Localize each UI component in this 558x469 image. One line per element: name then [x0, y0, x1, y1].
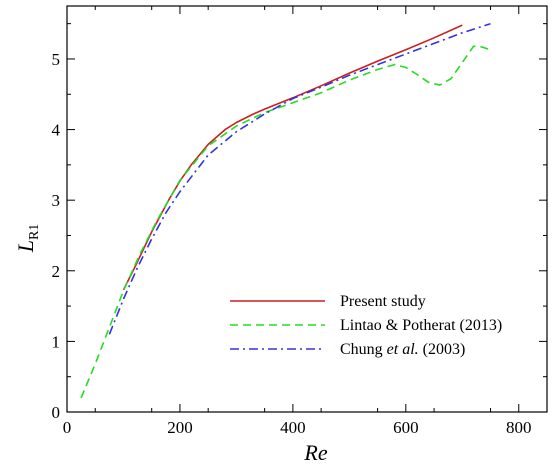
x-tick-label: 600: [393, 418, 419, 437]
y-tick-label: 0: [52, 403, 61, 422]
legend-label-part: et al.: [387, 341, 419, 358]
x-tick-label: 800: [506, 418, 532, 437]
series-line-2: [80, 45, 491, 399]
y-tick-label: 5: [52, 50, 61, 69]
legend-label-part: (2003): [419, 341, 466, 358]
x-tick-label: 400: [280, 418, 306, 437]
plot-border: [66, 5, 548, 413]
x-tick-label: 0: [63, 418, 72, 437]
axis-ticks: [66, 6, 547, 413]
plot-frame: [66, 5, 548, 413]
y-axis-title-main: L: [13, 240, 38, 253]
legend-label-part: Chung: [340, 341, 387, 358]
y-tick-label: 3: [52, 191, 61, 210]
legend-label-3: Chung et al. (2003): [340, 341, 465, 358]
tick-labels: 0 200 400 600 800 0 1 2 3 4 5: [52, 50, 532, 437]
x-axis-title: Re: [303, 440, 327, 465]
y-tick-label: 2: [52, 262, 61, 281]
series-lines: [80, 22, 491, 399]
legend-label-1: Present study: [340, 293, 426, 310]
legend-label-2: Lintao & Potherat (2013): [340, 317, 502, 334]
legend: Present study Lintao & Potherat (2013) Chu…: [230, 293, 502, 358]
y-axis-title: LR1: [13, 224, 42, 254]
series-line-3: [108, 22, 491, 335]
y-axis-title-subscript: R1: [27, 224, 42, 240]
y-tick-label: 4: [52, 121, 61, 140]
y-tick-label: 1: [52, 332, 61, 351]
x-tick-label: 200: [167, 418, 193, 437]
series-line-1: [122, 24, 463, 291]
